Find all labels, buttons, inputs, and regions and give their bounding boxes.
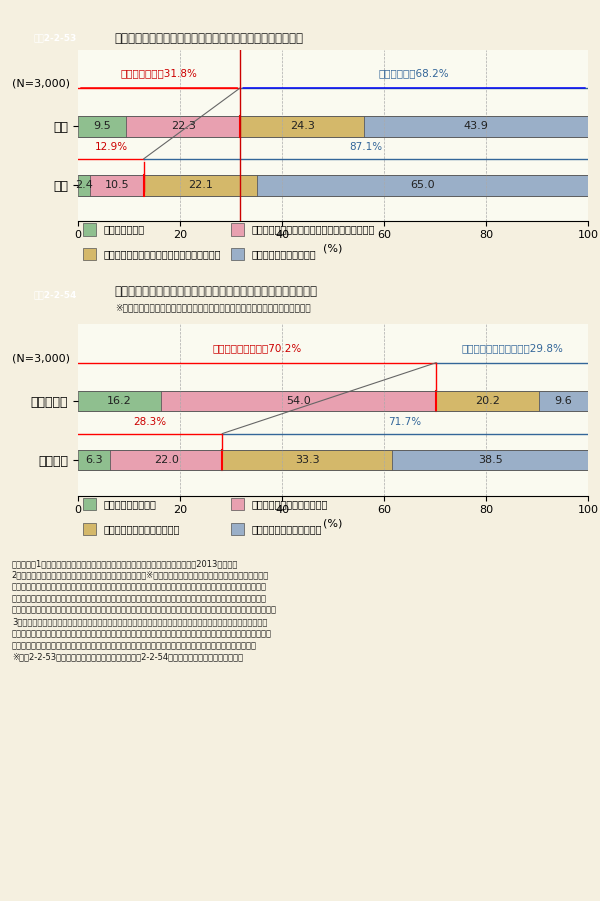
Text: (N=3,000): (N=3,000) [11,78,70,89]
Text: 22.1: 22.1 [188,180,212,190]
Text: 33.3: 33.3 [295,455,320,465]
Text: よく知っている: よく知っている [104,224,145,234]
Text: 9.6: 9.6 [554,396,572,406]
Text: 65.0: 65.0 [410,180,434,190]
Bar [231,498,244,511]
Bar [83,248,96,260]
Text: 名前を聞いたことがない: 名前を聞いたことがない [251,250,316,259]
X-axis label: (%): (%) [323,518,343,528]
Text: 10.5: 10.5 [105,180,130,190]
Text: 16.2: 16.2 [107,396,131,406]
Text: ※図表2-2-53は備考２の問の回答のみを利用、図表2-2-54は備考２と３の問の回答を利用。: ※図表2-2-53は備考２の問の回答のみを利用、図表2-2-54は備考２と３の問… [12,652,243,661]
Text: 絶対に活用してほしくない: 絶対に活用してほしくない [251,524,322,534]
Text: 3．「この「ビッグデータ」に関して、事業者があなた自身に関する様々な情報を集約してマーケティング等に活: 3．「この「ビッグデータ」に関して、事業者があなた自身に関する様々な情報を集約し… [12,617,267,626]
Bar [78,391,161,412]
Text: 図表2-2-53: 図表2-2-53 [34,34,77,42]
Text: 43.9: 43.9 [464,122,488,132]
Bar [83,523,96,535]
Text: 22.0: 22.0 [154,455,179,465]
Text: ビッグデータの認知度によって、利活用への賛否は大きく異なる: ビッグデータの認知度によって、利活用への賛否は大きく異なる [115,286,318,298]
Text: 12.9%: 12.9% [94,142,127,152]
Text: 名前を聞いたことはあるが、あまり知らない: 名前を聞いたことはあるが、あまり知らない [104,250,221,259]
Bar [78,450,110,470]
Text: ビッグデータの認知度は男性約３割、女性約１割にとどまる: ビッグデータの認知度は男性約３割、女性約１割にとどまる [115,32,304,45]
Bar [78,116,127,137]
Text: 9.5: 9.5 [94,122,111,132]
Text: できれば活用してほしくない: できれば活用してほしくない [104,524,180,534]
Text: 図表2-2-54: 図表2-2-54 [34,290,77,299]
Text: 「活用してほしい」70.2%: 「活用してほしい」70.2% [212,343,302,353]
Text: 71.7%: 71.7% [389,417,422,427]
Text: ※利活用の際に「適切な個人情報保護措置が講じられること」を前提としている: ※利活用の際に「適切な個人情報保護措置が講じられること」を前提としている [115,303,310,312]
Text: 「知っている」31.8%: 「知っている」31.8% [121,68,197,78]
Bar [223,450,392,470]
Text: （備考）　1．消費者庁「インターネット調査「消費生活に関する意識調査」」（2013年度）。: （備考） 1．消費者庁「インターネット調査「消費生活に関する意識調査」」（201… [12,559,238,568]
Bar [240,116,364,137]
Text: 用したり、又は、個人を特定できない形に情報を加工して第三者に提供したりといった利活用が進んでいます。: 用したり、又は、個人を特定できない形に情報を加工して第三者に提供したりといった利… [12,629,272,638]
Bar [83,498,96,511]
Text: ステムなどでは記録や保管、解析が難しいような巨大なデータ群。今までは管理しきれないため見逃ごされて: ステムなどでは記録や保管、解析が難しいような巨大なデータ群。今までは管理しきれな… [12,582,267,591]
Text: きたそのようなデータ群を記録・保管して即座に解析することで、ビジネスや社会に有用な知見を得たり、こ: きたそのようなデータ群を記録・保管して即座に解析することで、ビジネスや社会に有用… [12,594,267,603]
Text: (N=3,000): (N=3,000) [11,353,70,364]
Text: 活用してもらっても構わない: 活用してもらっても構わない [251,499,328,509]
Bar [78,175,90,196]
Text: 28.3%: 28.3% [134,417,167,427]
Bar [110,450,223,470]
Bar [144,175,257,196]
Bar [161,391,436,412]
Text: 20.2: 20.2 [475,396,500,406]
Bar [231,223,244,236]
Text: 是非活用してほしい: 是非活用してほしい [104,499,157,509]
Text: れまでにないような新たな仕組みやシステムを産み出す可能性が高まるとされています。」との問に対する回答。: れまでにないような新たな仕組みやシステムを産み出す可能性が高まるとされています。… [12,605,277,614]
Bar [231,248,244,260]
Bar [127,116,240,137]
Text: 2．「あなたは「ビッグデータ」について知っていますか。※「ビッグデータ」とは、従来のデータベース管理シ: 2．「あなたは「ビッグデータ」について知っていますか。※「ビッグデータ」とは、従… [12,570,269,579]
Bar [257,175,588,196]
Bar [231,523,244,535]
Bar [436,391,539,412]
Text: 「活用してほしくない」29.8%: 「活用してほしくない」29.8% [461,343,563,353]
Text: 名前を聞いたことはあり、ある程度知っている: 名前を聞いたことはあり、ある程度知っている [251,224,375,234]
Text: あなたは事業者が「ビッグデータ」を利活用することについてどう思いますか。」との問に対する回答。: あなたは事業者が「ビッグデータ」を利活用することについてどう思いますか。」との問… [12,641,257,650]
Bar [83,223,96,236]
X-axis label: (%): (%) [323,243,343,253]
Text: 38.5: 38.5 [478,455,503,465]
Bar [364,116,588,137]
Text: 2.4: 2.4 [75,180,93,190]
Text: 54.0: 54.0 [286,396,311,406]
Text: 「知らない」68.2%: 「知らない」68.2% [379,68,449,78]
Text: 6.3: 6.3 [85,455,103,465]
Bar [90,175,144,196]
Bar [392,450,589,470]
Text: 87.1%: 87.1% [349,142,382,152]
Text: 22.3: 22.3 [171,122,196,132]
Bar [539,391,588,412]
Text: 24.3: 24.3 [290,122,314,132]
